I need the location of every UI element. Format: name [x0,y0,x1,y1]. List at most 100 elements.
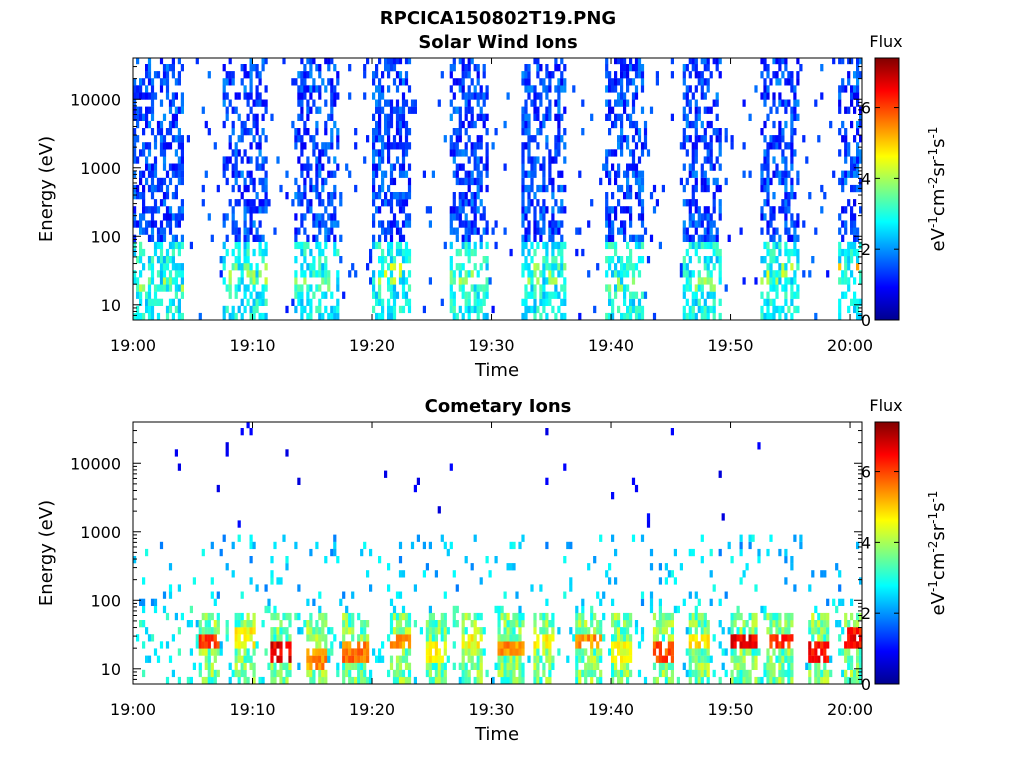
heatmap-cell [324,142,328,150]
heatmap-cell [706,270,710,278]
heatmap-cell [276,577,280,585]
heatmap-cell [820,648,824,656]
heatmap-cell [859,669,863,678]
heatmap-cell [145,177,149,186]
heatmap-cell [372,149,376,157]
heatmap-cell [398,270,403,278]
heatmap-cell [243,177,247,186]
heatmap-cell [294,78,298,86]
heatmap-cell [643,142,648,150]
heatmap-cell [156,655,161,663]
heatmap-cell [850,662,854,670]
heatmap-cell [691,241,695,250]
heatmap-cell [133,156,137,164]
heatmap-cell [706,291,710,299]
heatmap-cell [506,648,510,656]
heatmap-cell [527,71,531,79]
heatmap-cell [793,305,797,314]
y-tick-label: 10 [101,660,121,679]
heatmap-cell [850,163,854,171]
heatmap-cell [611,662,615,670]
heatmap-cell [688,170,692,178]
heatmap-cell [422,170,426,178]
heatmap-cell [700,620,704,628]
heatmap-cell [330,142,334,150]
heatmap-cell [536,184,540,193]
heatmap-cell [482,284,486,292]
heatmap-cell [473,284,477,292]
heatmap-cell [575,627,579,635]
heatmap-cell [306,634,310,642]
heatmap-cell [485,113,489,121]
heatmap-cell [545,428,549,436]
heatmap-cell [348,648,352,656]
heatmap-cell [658,662,662,670]
heatmap-cell [521,298,525,306]
heatmap-cell [527,206,531,214]
heatmap-cell [240,270,244,278]
heatmap-cell [216,612,220,621]
heatmap-cell [637,156,642,164]
heatmap-cell [682,220,686,228]
heatmap-cell [333,120,337,129]
heatmap-cell [464,612,468,621]
heatmap-cell [581,627,585,635]
heatmap-cell [539,284,543,292]
heatmap-cell [557,627,561,635]
heatmap-cell [524,99,528,107]
heatmap-cell [817,634,821,642]
heatmap-cell [560,248,564,257]
heatmap-cell [539,655,543,663]
heatmap-cell [165,284,170,292]
heatmap-cell [611,270,615,278]
heatmap-cell [700,284,704,292]
heatmap-cell [637,305,642,314]
heatmap-cell [321,634,325,642]
heatmap-cell [548,277,552,285]
heatmap-cell [853,241,857,250]
heatmap-cell [533,612,537,621]
heatmap-cell [372,277,376,285]
heatmap-cell [461,291,465,299]
heatmap-cell [354,655,358,663]
heatmap-cell [279,627,283,635]
heatmap-cell [378,113,382,121]
heatmap-cell [312,598,316,606]
heatmap-cell [133,78,137,86]
heatmap-cell [623,220,627,228]
heatmap-cell [688,270,692,278]
heatmap-cell [518,655,522,663]
heatmap-cell [661,655,665,663]
heatmap-cell [766,248,770,257]
heatmap-cell [856,58,860,65]
heatmap-cell [458,58,462,65]
heatmap-cell [856,305,860,314]
heatmap-cell [524,128,528,136]
heatmap-cell [297,477,301,485]
heatmap-cell [381,312,385,321]
heatmap-cell [841,120,845,129]
heatmap-cell [670,655,674,663]
heatmap-cell [667,641,671,649]
heatmap-cell [640,184,645,193]
heatmap-cell [150,177,155,186]
heatmap-cell [512,620,516,628]
heatmap-cell [608,113,612,121]
heatmap-cell [712,234,716,242]
heatmap-cell [551,627,555,635]
heatmap-cell [667,612,671,621]
heatmap-cell [724,177,728,186]
heatmap-cell [467,170,471,178]
heatmap-cell [309,71,313,79]
heatmap-cell [165,128,170,136]
heatmap-cell [473,92,477,100]
heatmap-cell [303,277,307,285]
heatmap-cell [766,184,770,193]
heatmap-cell [485,312,489,321]
heatmap-cell [177,220,181,228]
heatmap-cell [706,78,710,86]
heatmap-cell [443,241,447,250]
heatmap-cell [351,676,355,685]
heatmap-cell [312,213,316,221]
heatmap-cell [387,64,391,72]
